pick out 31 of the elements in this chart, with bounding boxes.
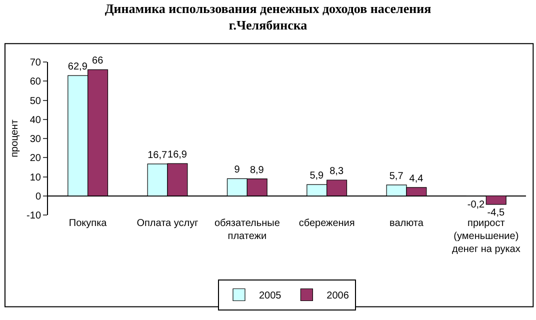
y-tick-label: 20	[30, 153, 42, 164]
data-label: 5,9	[310, 170, 324, 182]
chart-title: Динамика использования денежных доходов населения г.Челябинска	[104, 0, 432, 33]
x-tick-label: Покупка	[68, 218, 108, 229]
x-tick-label: прирост (уменьшение) денег на руках	[452, 218, 520, 255]
data-label: -0,2	[467, 199, 486, 210]
y-axis-title: процент	[10, 119, 21, 158]
y-tick-label: 60	[30, 76, 42, 88]
y-tick-label: 10	[30, 172, 42, 184]
x-tick-label: сбережения	[298, 218, 355, 229]
x-tick-label: Оплата услуг	[136, 218, 199, 229]
data-label: 8,3	[330, 166, 344, 177]
data-label: 16,7	[148, 150, 168, 161]
data-label: 16,9	[168, 150, 188, 161]
y-tick-label: 0	[35, 191, 42, 202]
data-label: 9	[234, 164, 240, 176]
y-tick-label: -10	[26, 210, 42, 222]
legend-label: 2005	[259, 290, 282, 302]
data-label: 66	[92, 56, 104, 67]
y-tick-label: 40	[30, 114, 42, 126]
x-tick-label: валюта	[390, 218, 424, 229]
data-label: 5,7	[389, 170, 404, 182]
data-label: 62,9	[68, 62, 88, 73]
y-tick-label: 30	[30, 134, 42, 145]
legend-label: 2006	[326, 290, 350, 302]
x-tick-label: обязательные платежи	[214, 218, 280, 242]
data-label: 8,9	[250, 164, 264, 176]
y-tick-label: 70	[30, 58, 42, 68]
y-tick-label: 50	[30, 96, 42, 107]
data-label: -4,5	[487, 207, 505, 218]
data-label: 4,4	[409, 173, 424, 184]
